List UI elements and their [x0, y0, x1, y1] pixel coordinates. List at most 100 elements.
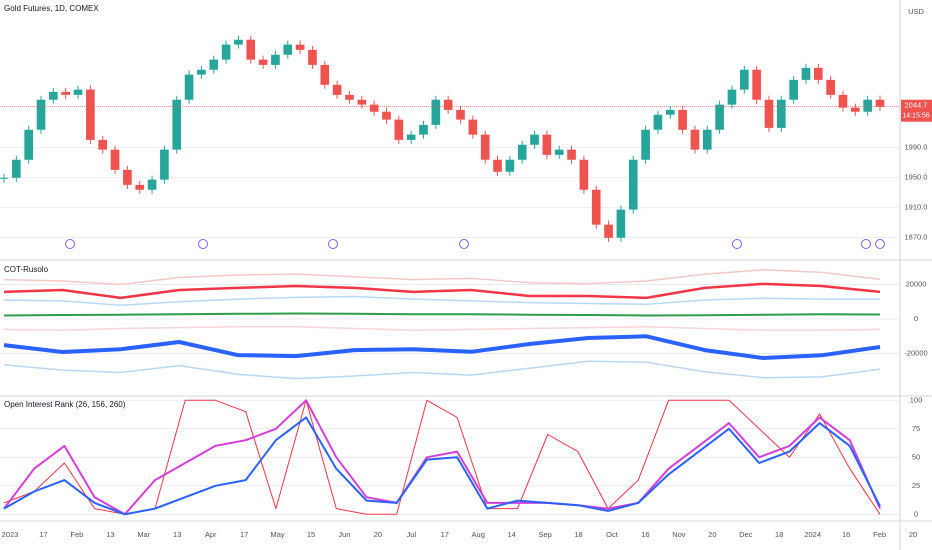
candle — [283, 44, 293, 55]
candle — [295, 44, 305, 50]
price-badge-label: 2044.7 — [905, 101, 928, 110]
x-tick-label: 20 — [708, 530, 716, 539]
x-tick-label: 14 — [507, 530, 515, 539]
candle — [345, 94, 354, 100]
x-tick-label: 17 — [39, 530, 47, 539]
candle — [86, 89, 95, 140]
candle — [530, 134, 539, 145]
candle — [394, 119, 404, 140]
candle — [727, 89, 737, 105]
y-tick-label: -20000 — [904, 349, 927, 358]
x-tick-label: Nov — [672, 530, 686, 539]
candle — [12, 159, 21, 178]
currency-label: USD — [908, 7, 924, 16]
candle — [431, 99, 441, 125]
candle — [147, 179, 157, 190]
series-line — [3, 282, 881, 300]
x-tick-label: 17 — [240, 530, 248, 539]
candle — [554, 149, 564, 155]
y-tick-label: 75 — [912, 424, 920, 433]
candle — [739, 69, 749, 90]
x-tick-label: Sep — [538, 530, 551, 539]
candle — [320, 64, 330, 85]
candle — [382, 111, 391, 120]
candle — [690, 129, 700, 150]
x-tick-label: 16 — [641, 530, 649, 539]
candle — [875, 99, 885, 107]
candle — [641, 129, 650, 160]
candle — [789, 79, 798, 100]
candle — [456, 109, 465, 120]
candle — [715, 104, 724, 130]
chart-title: Gold Futures, 1D, COMEX — [4, 4, 99, 13]
x-tick-label: 20 — [374, 530, 382, 539]
series-line — [3, 326, 881, 331]
x-tick-label: Apr — [205, 530, 217, 539]
candle — [480, 134, 490, 160]
series-line — [3, 399, 881, 516]
candle — [579, 159, 589, 190]
x-tick-label: 20 — [909, 530, 917, 539]
event-marker[interactable] — [861, 239, 871, 249]
candle — [36, 99, 46, 130]
series-line — [3, 295, 880, 306]
x-tick-label: 17 — [441, 530, 449, 539]
candle — [826, 79, 835, 95]
series-line — [3, 416, 881, 516]
candle — [332, 84, 342, 95]
candle — [591, 189, 601, 225]
price-badge — [901, 99, 932, 122]
x-tick-label: 13 — [173, 530, 181, 539]
candle — [616, 209, 626, 238]
series-line — [3, 269, 881, 286]
candle — [851, 107, 860, 112]
candle — [135, 184, 145, 190]
candle — [234, 39, 243, 45]
candle — [209, 59, 219, 70]
event-marker[interactable] — [459, 239, 469, 249]
candle — [357, 99, 367, 105]
candle — [493, 159, 502, 172]
candle — [505, 159, 515, 172]
candle — [0, 177, 9, 179]
x-tick-label: 16 — [842, 530, 850, 539]
candle — [678, 109, 687, 130]
event-marker[interactable] — [65, 239, 75, 249]
x-tick-label: Jul — [407, 530, 417, 539]
x-tick-label: Aug — [472, 530, 485, 539]
candle — [49, 91, 58, 100]
candle — [776, 99, 786, 128]
candle — [369, 104, 379, 112]
candle — [24, 129, 33, 160]
y-tick-label: 1950.0 — [905, 173, 928, 182]
x-tick-label: Feb — [873, 530, 886, 539]
y-tick-label: 20000 — [906, 279, 927, 288]
x-tick-label: Dec — [739, 530, 753, 539]
x-tick-label: Jun — [338, 530, 350, 539]
event-marker[interactable] — [198, 239, 208, 249]
x-tick-label: 18 — [574, 530, 582, 539]
event-marker[interactable] — [875, 239, 885, 249]
candle — [628, 159, 638, 210]
x-tick-label: May — [270, 530, 284, 539]
candle — [443, 99, 453, 110]
y-tick-label: 1990.0 — [905, 143, 928, 152]
candle — [98, 139, 108, 150]
event-marker[interactable] — [328, 239, 338, 249]
candle — [604, 224, 613, 238]
candle — [419, 124, 428, 135]
event-marker[interactable] — [732, 239, 742, 249]
x-tick-label: 15 — [307, 530, 315, 539]
candle — [221, 44, 231, 60]
candle — [702, 129, 712, 150]
candle — [123, 169, 132, 185]
candle — [665, 109, 675, 115]
y-tick-label: 0 — [914, 509, 918, 518]
candle — [258, 59, 268, 65]
candle — [567, 149, 576, 160]
candle — [110, 149, 120, 170]
candle — [838, 94, 848, 108]
candle — [197, 69, 206, 75]
